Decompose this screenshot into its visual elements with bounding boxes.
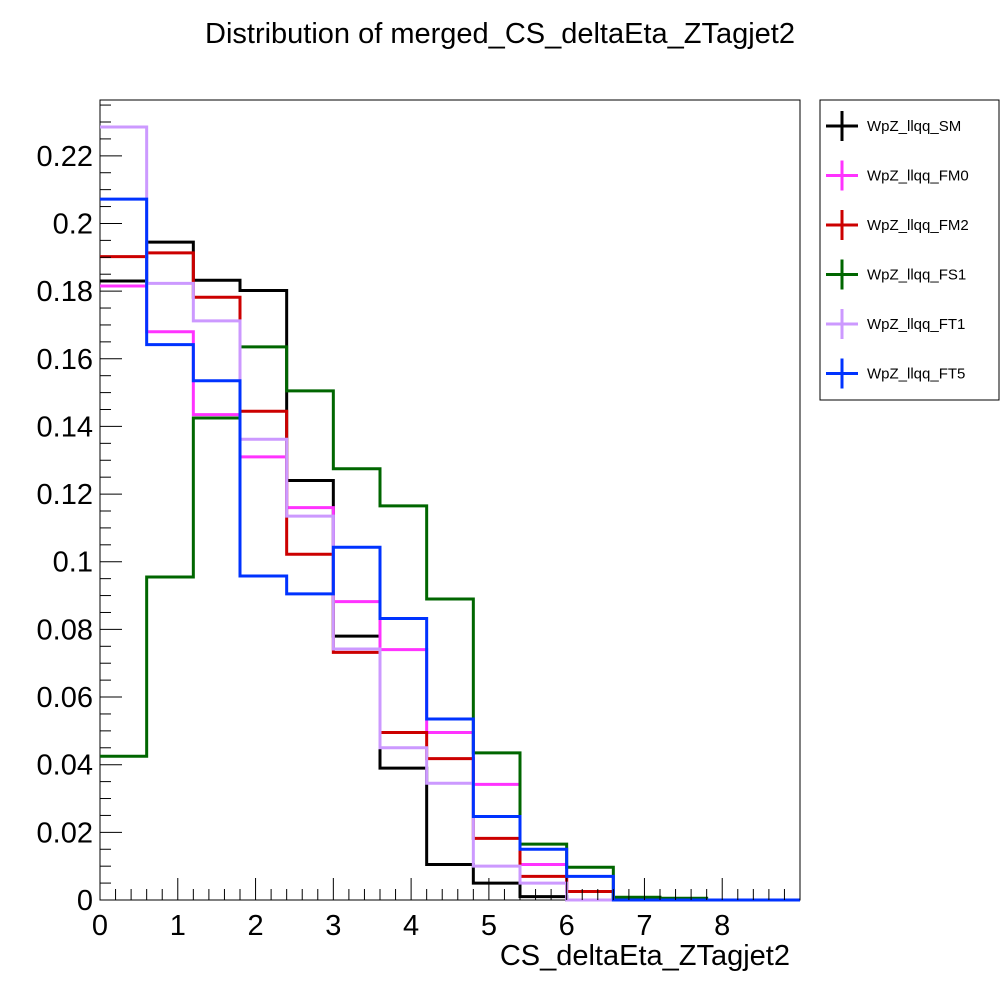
legend-label: WpZ_llqq_FM2 [867, 217, 969, 234]
y-axis: 0 0.02 0.04 0.06 0.08 0.1 0.12 0.14 0.16 0.18 0.2 0… [37, 104, 122, 917]
x-axis: 0 1 2 3 4 5 6 7 8 [92, 878, 801, 942]
y-tick-label: 0.18 [37, 276, 93, 308]
histogram-line-WpZ_llqq_FT1 [100, 125, 800, 902]
y-tick-label: 0 [77, 885, 93, 917]
legend: WpZ_llqq_SM WpZ_llqq_FM0 WpZ_llqq_FM2 WpZ_l… [819, 99, 1000, 401]
y-tick-label: 0.12 [37, 479, 93, 511]
legend-entry: WpZ_llqq_FS1 [826, 259, 966, 290]
x-tick-label: 4 [403, 910, 419, 942]
legend-label: WpZ_llqq_FT1 [867, 316, 965, 333]
legend-label: WpZ_llqq_SM [867, 118, 961, 135]
legend-entry: WpZ_llqq_FT1 [826, 309, 965, 339]
x-tick-label: 5 [481, 910, 497, 942]
legend-entry: WpZ_llqq_FT5 [826, 358, 965, 389]
plot-frame [99, 99, 801, 901]
legend-entry: WpZ_llqq_SM [826, 111, 961, 141]
legend-label: WpZ_llqq_FT5 [867, 366, 965, 383]
x-tick-label: 2 [247, 910, 263, 942]
y-tick-label: 0.02 [37, 817, 93, 849]
legend-box [819, 99, 1000, 401]
x-tick-label: 0 [92, 910, 108, 942]
x-axis-title: CS_deltaEta_ZTagjet2 [500, 940, 790, 972]
chart-title: Distribution of merged_CS_deltaEta_ZTagj… [205, 18, 795, 50]
legend-label: WpZ_llqq_FM0 [867, 168, 969, 185]
y-tick-label: 0.06 [37, 682, 93, 714]
legend-entry: WpZ_llqq_FM0 [826, 160, 969, 191]
x-tick-label: 8 [714, 910, 730, 942]
histogram-series-group [100, 125, 800, 902]
y-tick-label: 0.22 [37, 141, 93, 173]
legend-entry: WpZ_llqq_FM2 [826, 210, 969, 240]
y-tick-label: 0.04 [37, 750, 93, 782]
plot-area [99, 99, 801, 902]
y-tick-label: 0.2 [53, 208, 93, 240]
x-tick-label: 6 [559, 910, 575, 942]
x-tick-label: 1 [170, 910, 186, 942]
y-tick-label: 0.1 [53, 547, 93, 579]
x-tick-label: 7 [636, 910, 652, 942]
y-tick-label: 0.14 [37, 411, 93, 443]
x-tick-label: 3 [325, 910, 341, 942]
legend-label: WpZ_llqq_FS1 [867, 267, 966, 284]
y-tick-label: 0.16 [37, 344, 93, 376]
y-tick-label: 0.08 [37, 614, 93, 646]
